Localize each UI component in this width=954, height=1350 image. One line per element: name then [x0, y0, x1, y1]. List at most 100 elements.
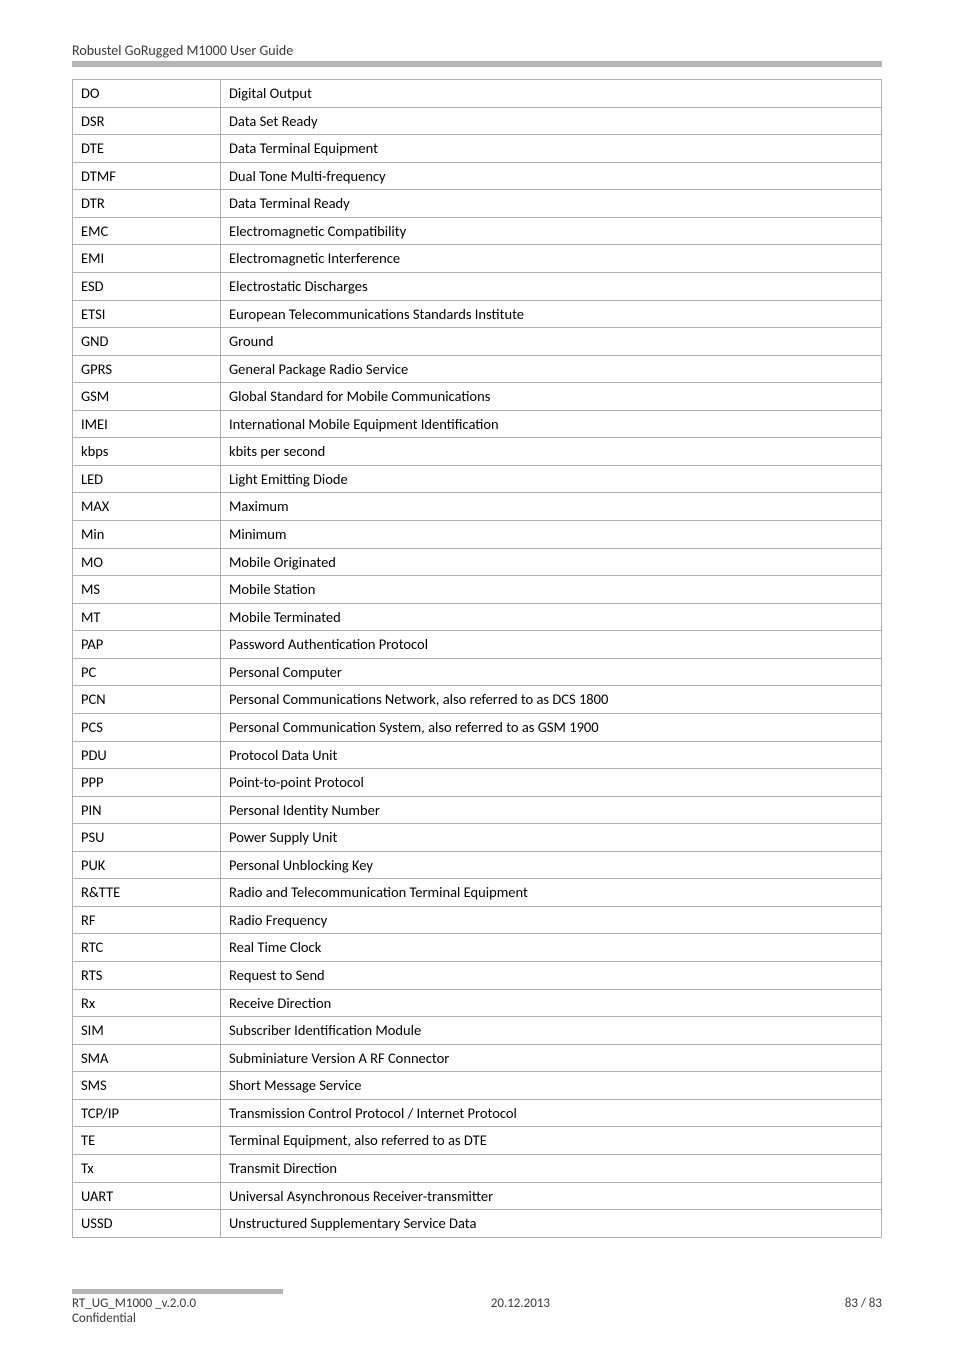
table-row: DODigital Output [73, 80, 882, 108]
table-row: DTRData Terminal Ready [73, 190, 882, 218]
glossary-abbr: DTR [73, 190, 221, 218]
table-row: PSUPower Supply Unit [73, 824, 882, 852]
glossary-desc: Unstructured Supplementary Service Data [221, 1210, 882, 1238]
footer-rule [72, 1289, 283, 1294]
glossary-desc: Transmission Control Protocol / Internet… [221, 1099, 882, 1127]
glossary-desc: Personal Communications Network, also re… [221, 686, 882, 714]
glossary-desc: Electromagnetic Compatibility [221, 217, 882, 245]
glossary-abbr: EMI [73, 245, 221, 273]
glossary-abbr: RTS [73, 962, 221, 990]
header-rule [72, 61, 882, 67]
table-row: TCP/IPTransmission Control Protocol / In… [73, 1099, 882, 1127]
table-row: MinMinimum [73, 521, 882, 549]
glossary-desc: Data Set Ready [221, 107, 882, 135]
table-row: MAXMaximum [73, 493, 882, 521]
glossary-abbr: GND [73, 328, 221, 356]
glossary-desc: Radio and Telecommunication Terminal Equ… [221, 879, 882, 907]
glossary-desc: Ground [221, 328, 882, 356]
table-row: UARTUniversal Asynchronous Receiver-tran… [73, 1182, 882, 1210]
glossary-abbr: Tx [73, 1154, 221, 1182]
glossary-desc: Point-to-point Protocol [221, 769, 882, 797]
glossary-desc: Data Terminal Ready [221, 190, 882, 218]
glossary-abbr: MS [73, 576, 221, 604]
glossary-abbr: ETSI [73, 300, 221, 328]
document-header-title: Robustel GoRugged M1000 User Guide [72, 42, 882, 59]
table-row: SIMSubscriber Identification Module [73, 1017, 882, 1045]
table-row: PCNPersonal Communications Network, also… [73, 686, 882, 714]
glossary-abbr: PUK [73, 851, 221, 879]
table-row: MSMobile Station [73, 576, 882, 604]
table-row: RTSRequest to Send [73, 962, 882, 990]
table-row: LEDLight Emitting Diode [73, 465, 882, 493]
page-footer: RT_UG_M1000 _v.2.0.0 20.12.2013 83 / 83 … [72, 1289, 882, 1326]
table-row: USSDUnstructured Supplementary Service D… [73, 1210, 882, 1238]
glossary-desc: Personal Unblocking Key [221, 851, 882, 879]
page: Robustel GoRugged M1000 User Guide DODig… [0, 0, 954, 1350]
glossary-abbr: MAX [73, 493, 221, 521]
glossary-abbr: TCP/IP [73, 1099, 221, 1127]
glossary-abbr: GSM [73, 383, 221, 411]
glossary-desc: Electromagnetic Interference [221, 245, 882, 273]
table-row: RxReceive Direction [73, 989, 882, 1017]
footer-page-number: 83 / 83 [845, 1296, 882, 1311]
table-row: PCPersonal Computer [73, 658, 882, 686]
table-row: ETSIEuropean Telecommunications Standard… [73, 300, 882, 328]
table-row: PDUProtocol Data Unit [73, 741, 882, 769]
glossary-abbr: PC [73, 658, 221, 686]
glossary-desc: Personal Computer [221, 658, 882, 686]
glossary-abbr: DSR [73, 107, 221, 135]
glossary-abbr: IMEI [73, 410, 221, 438]
glossary-desc: Minimum [221, 521, 882, 549]
glossary-abbr: PSU [73, 824, 221, 852]
table-row: PINPersonal Identity Number [73, 796, 882, 824]
glossary-desc: Personal Identity Number [221, 796, 882, 824]
table-row: GNDGround [73, 328, 882, 356]
glossary-desc: Short Message Service [221, 1072, 882, 1100]
footer-date: 20.12.2013 [196, 1296, 845, 1311]
glossary-table: DODigital OutputDSRData Set ReadyDTEData… [72, 79, 882, 1238]
footer-confidential: Confidential [72, 1311, 882, 1326]
table-row: PUKPersonal Unblocking Key [73, 851, 882, 879]
glossary-desc: Receive Direction [221, 989, 882, 1017]
table-row: PPPPoint-to-point Protocol [73, 769, 882, 797]
glossary-abbr: SMS [73, 1072, 221, 1100]
table-row: PCSPersonal Communication System, also r… [73, 713, 882, 741]
glossary-abbr: R&TTE [73, 879, 221, 907]
footer-doc-id: RT_UG_M1000 _v.2.0.0 [72, 1296, 196, 1311]
table-row: MOMobile Originated [73, 548, 882, 576]
table-row: DTMFDual Tone Multi-frequency [73, 162, 882, 190]
glossary-abbr: RTC [73, 934, 221, 962]
glossary-abbr: TE [73, 1127, 221, 1155]
table-row: TETerminal Equipment, also referred to a… [73, 1127, 882, 1155]
glossary-desc: Maximum [221, 493, 882, 521]
glossary-desc: kbits per second [221, 438, 882, 466]
glossary-desc: Electrostatic Discharges [221, 272, 882, 300]
glossary-abbr: RF [73, 906, 221, 934]
table-row: SMASubminiature Version A RF Connector [73, 1044, 882, 1072]
glossary-desc: Request to Send [221, 962, 882, 990]
glossary-abbr: DO [73, 80, 221, 108]
glossary-abbr: MT [73, 603, 221, 631]
glossary-desc: Subminiature Version A RF Connector [221, 1044, 882, 1072]
glossary-desc: Radio Frequency [221, 906, 882, 934]
table-row: EMCElectromagnetic Compatibility [73, 217, 882, 245]
glossary-abbr: Min [73, 521, 221, 549]
glossary-desc: Power Supply Unit [221, 824, 882, 852]
glossary-desc: Light Emitting Diode [221, 465, 882, 493]
glossary-abbr: SIM [73, 1017, 221, 1045]
glossary-desc: Password Authentication Protocol [221, 631, 882, 659]
footer-row: RT_UG_M1000 _v.2.0.0 20.12.2013 83 / 83 [72, 1296, 882, 1311]
table-row: ESDElectrostatic Discharges [73, 272, 882, 300]
table-row: IMEIInternational Mobile Equipment Ident… [73, 410, 882, 438]
glossary-desc: Protocol Data Unit [221, 741, 882, 769]
glossary-desc: Mobile Terminated [221, 603, 882, 631]
glossary-abbr: kbps [73, 438, 221, 466]
glossary-abbr: SMA [73, 1044, 221, 1072]
glossary-desc: Data Terminal Equipment [221, 135, 882, 163]
glossary-abbr: PCN [73, 686, 221, 714]
glossary-abbr: PPP [73, 769, 221, 797]
glossary-abbr: PDU [73, 741, 221, 769]
table-row: GSMGlobal Standard for Mobile Communicat… [73, 383, 882, 411]
table-row: kbpskbits per second [73, 438, 882, 466]
table-row: R&TTERadio and Telecommunication Termina… [73, 879, 882, 907]
